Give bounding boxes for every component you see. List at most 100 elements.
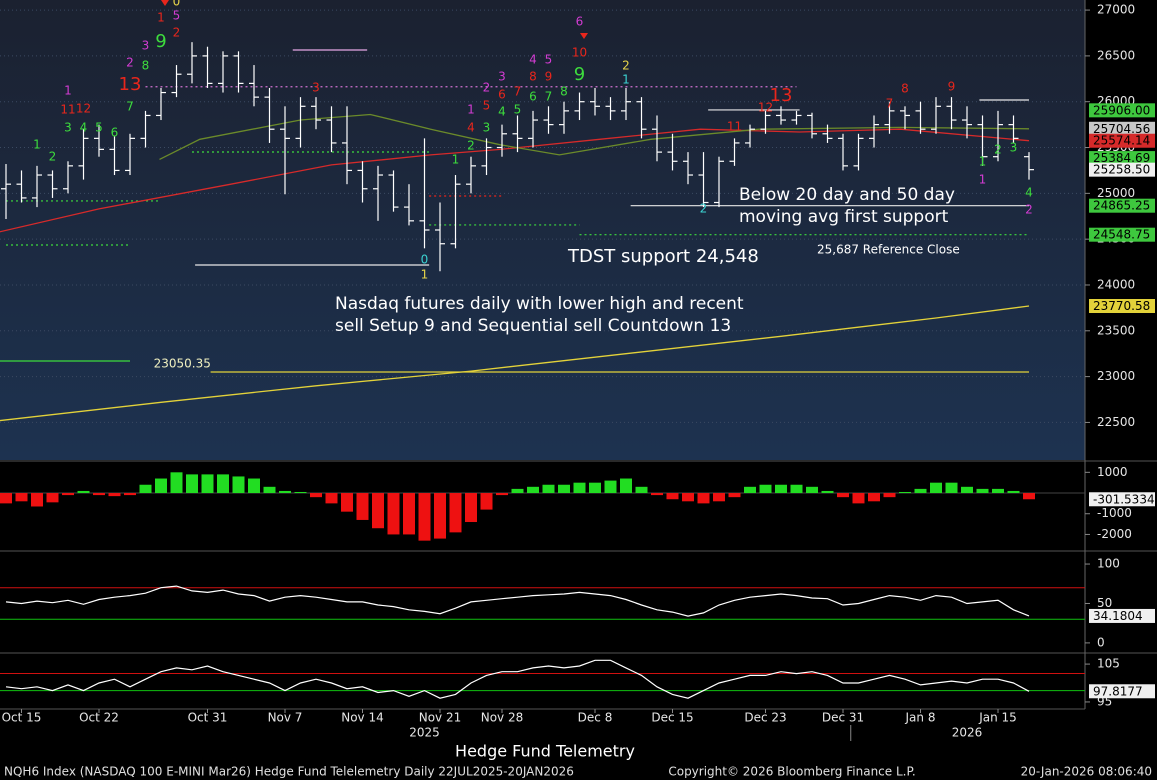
td-count: 1	[421, 267, 429, 281]
td-count: 2	[1025, 203, 1033, 217]
hist-bar	[1023, 493, 1035, 500]
td-count: 1	[622, 72, 630, 86]
td-count: 12	[758, 101, 773, 115]
hist-bar	[434, 493, 446, 539]
price-tag	[1089, 103, 1155, 118]
hist-bar	[0, 493, 12, 504]
td-count: 4	[467, 121, 475, 135]
hist-bar	[821, 490, 834, 494]
td-count: 9	[948, 79, 956, 93]
price-tag	[1089, 227, 1155, 242]
hist-bar	[387, 493, 400, 535]
td-count: 6	[111, 126, 119, 140]
hist-bar	[883, 493, 896, 498]
y-tick-label: -2000	[1097, 527, 1132, 541]
annotation: Below 20 day and 50 day	[739, 185, 955, 205]
x-tick-label: Dec 15	[651, 711, 693, 725]
td-count: 6	[529, 90, 537, 104]
hist-panel	[0, 463, 1085, 548]
x-tick-label: Nov 14	[341, 711, 384, 725]
last-label: -301.5334	[1093, 492, 1155, 506]
hist-bar	[356, 493, 369, 520]
hist-bar	[682, 493, 694, 502]
x-tick-label: Jan 8	[905, 711, 936, 725]
td-count: 5	[514, 102, 522, 116]
td-count: 3	[483, 121, 491, 135]
annotation: sell Setup 9 and Sequential sell Countdo…	[335, 316, 731, 336]
hist-bar	[294, 491, 307, 494]
hist-bar	[217, 474, 229, 494]
td-count: 2	[49, 149, 57, 163]
y-tick-label: 50	[1097, 596, 1112, 610]
td-count: 5	[483, 99, 491, 113]
year-label: 2025	[409, 726, 440, 740]
last-tag	[1089, 608, 1155, 623]
hist-bar	[992, 488, 1004, 494]
td-count: 1	[979, 155, 987, 169]
last-label: 34.1804	[1093, 609, 1143, 623]
hist-bar	[449, 493, 462, 533]
hist-bar	[201, 474, 214, 494]
y-tick-label: 24000	[1097, 277, 1135, 291]
footer-center: Copyright© 2026 Bloomberg Finance L.P.	[668, 765, 915, 779]
td-count: 8	[529, 69, 537, 83]
moving-average	[159, 113, 1030, 160]
moving-average	[0, 305, 1030, 422]
hist-bar	[232, 476, 245, 494]
hist-bar	[620, 478, 632, 494]
td-count: 2	[994, 143, 1002, 157]
td-count: 11	[727, 120, 742, 134]
hist-bar	[62, 493, 74, 496]
hist-bar	[170, 472, 183, 494]
td-count: 4	[80, 121, 88, 135]
hist-bar	[837, 493, 849, 498]
td-count: 2	[483, 80, 491, 94]
td-count: 2	[622, 58, 630, 72]
x-tick-label: Nov 21	[419, 711, 462, 725]
td-count: 9	[155, 31, 166, 52]
price-tag	[1089, 133, 1155, 148]
hist-bar	[728, 493, 741, 498]
price-tag-label: 24548.75	[1093, 228, 1150, 242]
hist-bar	[480, 493, 493, 510]
x-tick-label: Nov 7	[268, 711, 303, 725]
footer-right: 20-Jan-2026 08:06:40	[1021, 765, 1152, 779]
hist-bar	[542, 484, 555, 494]
annotation: Nasdaq futures daily with lower high and…	[335, 294, 744, 314]
td-count: 1	[452, 152, 460, 166]
td-count: 1	[157, 10, 165, 24]
hist-bar	[341, 493, 353, 512]
annotation: moving avg first support	[739, 207, 949, 227]
hist-bar	[589, 482, 601, 494]
td-count: 8	[560, 85, 568, 99]
price-panel	[0, 0, 1085, 460]
td-count: 2	[126, 56, 134, 70]
x-tick-label: Oct 31	[188, 711, 228, 725]
hist-bar	[1007, 490, 1020, 494]
moving-average	[0, 128, 1030, 233]
price-tag-label: 25574.14	[1093, 134, 1150, 148]
last-tag	[1089, 492, 1155, 507]
td-count: 1	[33, 137, 41, 151]
td-count: 6	[576, 14, 584, 28]
hist-bar	[527, 486, 539, 494]
hist-bar	[945, 482, 958, 494]
y-tick-label: 23500	[1097, 323, 1135, 337]
td-count: 2	[467, 138, 475, 152]
td-count: 5	[95, 121, 103, 135]
hist-bar	[976, 488, 989, 494]
hist-bar	[263, 486, 276, 494]
hist-bar	[697, 493, 710, 504]
x-tick-label: Dec 8	[578, 711, 613, 725]
price-tag-label: 25704.56	[1093, 122, 1150, 136]
hist-bar	[635, 486, 648, 494]
td-count: 2	[700, 202, 708, 216]
hist-bar	[248, 478, 260, 494]
td-count: 3	[142, 39, 150, 53]
year-label: 2026	[952, 726, 983, 740]
hist-bar	[914, 488, 927, 494]
oscillator-line	[5, 659, 1030, 699]
price-tag-label: 25258.50	[1093, 163, 1150, 177]
hist-bar	[46, 493, 59, 503]
level-label: 23050.35	[154, 356, 211, 370]
